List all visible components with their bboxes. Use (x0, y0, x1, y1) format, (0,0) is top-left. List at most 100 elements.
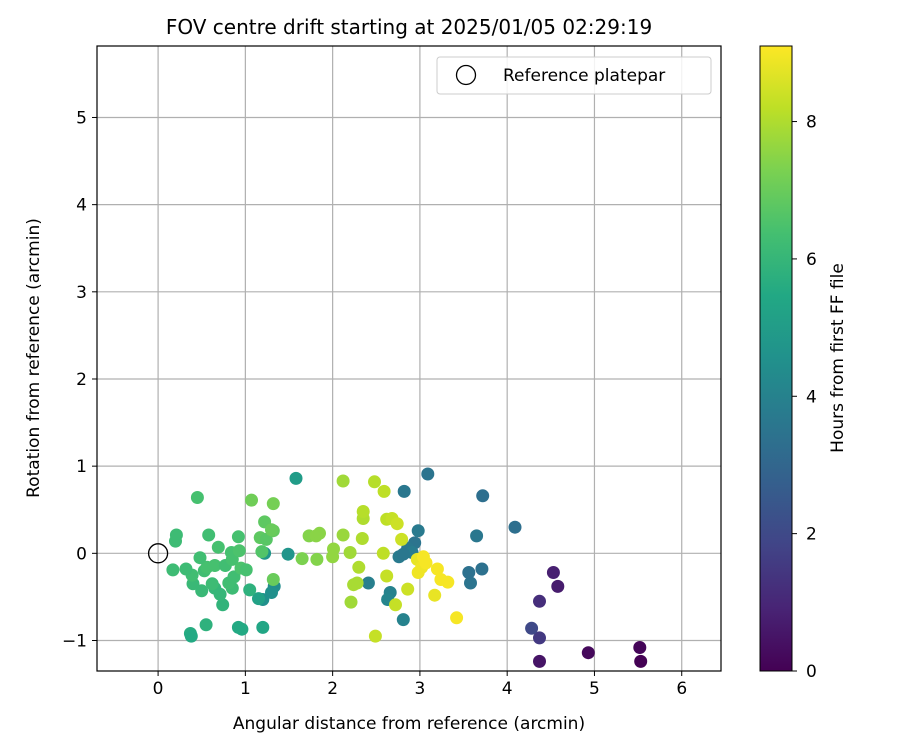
data-point (397, 484, 411, 498)
legend: Reference platepar (436, 56, 712, 95)
data-point (428, 588, 442, 602)
x-axis-label: Angular distance from reference (arcmin) (233, 714, 585, 734)
data-point (184, 629, 198, 643)
data-point (252, 592, 265, 606)
data-point (551, 579, 565, 593)
x-tick-label: 6 (676, 679, 687, 699)
data-point (255, 545, 269, 559)
data-point (256, 620, 270, 634)
data-point (259, 532, 273, 546)
data-point (464, 576, 477, 590)
data-point (310, 552, 324, 566)
x-tick-label: 2 (327, 679, 338, 699)
data-point (169, 528, 183, 542)
data-point (344, 595, 358, 609)
data-point (361, 576, 375, 590)
colorbar-tick-label: 8 (806, 113, 817, 133)
colorbar-tick-label: 4 (806, 387, 817, 407)
data-point (281, 547, 295, 561)
data-point (396, 613, 410, 627)
data-point (533, 654, 546, 668)
data-point (368, 475, 381, 489)
reference-layer (147, 543, 169, 564)
data-point (327, 542, 340, 556)
grid (97, 46, 721, 671)
data-point (245, 493, 258, 507)
data-point (295, 552, 309, 566)
data-point (546, 566, 560, 579)
data-point (266, 497, 280, 511)
y-tick-label: 4 (76, 196, 87, 216)
y-tick-label: 0 (76, 544, 87, 564)
y-tick-label: 1 (76, 457, 87, 477)
data-point (199, 618, 213, 632)
reference-platepar-marker (147, 543, 169, 564)
y-tick-label: 5 (76, 108, 87, 128)
data-point (525, 621, 539, 635)
data-point (390, 517, 404, 531)
data-point (202, 528, 216, 542)
data-point (166, 563, 180, 577)
data-point (179, 562, 193, 576)
data-point (401, 582, 415, 596)
data-point (313, 526, 326, 540)
data-point (533, 631, 546, 645)
data-point (243, 583, 257, 597)
data-point (380, 569, 394, 583)
data-point (634, 654, 648, 668)
data-point (235, 622, 249, 636)
data-point (430, 562, 444, 576)
y-axis-label: Rotation from reference (arcmin) (24, 218, 44, 498)
data-point (208, 559, 222, 572)
data-point (411, 524, 425, 538)
colorbar-tick-label: 0 (806, 662, 817, 682)
y-tick-label: 3 (76, 283, 87, 303)
y-axis-ticks: −1 0 1 2 3 4 5 (62, 108, 97, 651)
legend-label-reference: Reference platepar (503, 66, 665, 86)
colorbar (759, 45, 793, 672)
data-point (232, 544, 246, 558)
data-point (389, 598, 402, 612)
data-point (265, 523, 278, 537)
data-point (265, 586, 278, 599)
x-tick-label: 3 (414, 679, 425, 699)
data-point (355, 532, 369, 545)
data-point (462, 566, 476, 579)
data-point (211, 540, 225, 554)
data-point (470, 529, 484, 543)
data-point (216, 598, 230, 612)
data-point (533, 594, 546, 608)
x-tick-label: 1 (240, 679, 251, 699)
data-point (266, 573, 280, 586)
data-point (193, 551, 207, 565)
data-point (396, 547, 410, 561)
y-tick-label: 2 (76, 370, 87, 390)
data-point (421, 467, 435, 481)
data-point (231, 530, 245, 544)
x-tick-label: 5 (589, 679, 600, 699)
legend-marker-reference (455, 64, 477, 86)
data-point (633, 641, 647, 654)
colorbar-label: Hours from first FF file (828, 263, 848, 453)
colorbar-tick-label: 2 (806, 525, 817, 545)
data-point (239, 563, 253, 577)
data-point (419, 556, 433, 570)
x-tick-label: 4 (502, 679, 513, 699)
data-point (368, 629, 382, 643)
data-point (356, 505, 370, 518)
data-point (450, 611, 464, 625)
data-points (166, 467, 648, 668)
data-point (476, 489, 490, 503)
data-point (195, 584, 209, 598)
data-point (336, 474, 350, 488)
data-point (190, 491, 204, 504)
data-point (336, 528, 350, 542)
data-point (343, 546, 357, 559)
colorbar-tick-label: 6 (806, 250, 817, 270)
data-point (352, 560, 366, 574)
data-point (508, 520, 522, 534)
colorbar-ticks: 0 2 4 6 8 (792, 113, 817, 682)
plot-frame (96, 45, 722, 672)
